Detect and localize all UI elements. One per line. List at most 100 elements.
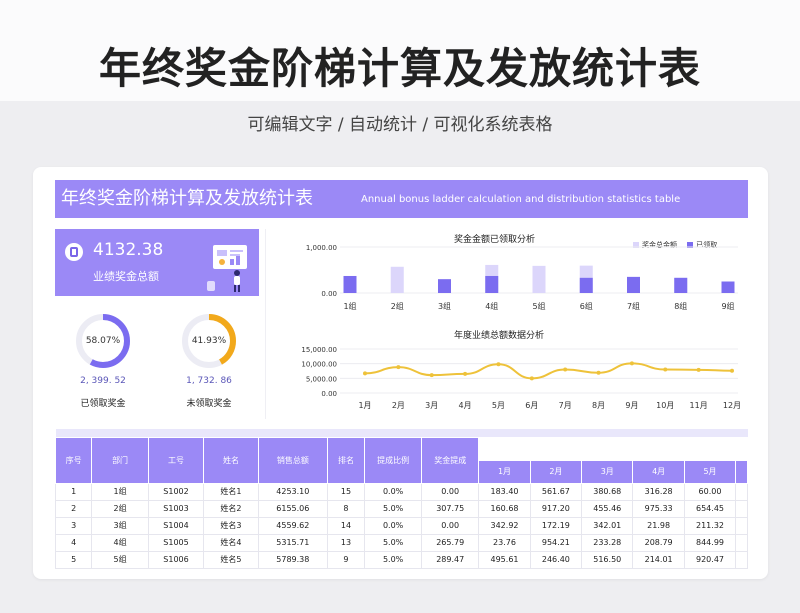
table-cell[interactable]: 6155.06 <box>257 499 328 518</box>
table-header-cell[interactable]: 奖金提成 <box>421 436 480 484</box>
table-cell[interactable]: 265.79 <box>421 533 480 552</box>
table-cell[interactable]: S1002 <box>147 482 205 501</box>
table-cell[interactable]: 172.19 <box>529 516 583 535</box>
line-x-label: 5月 <box>492 401 505 410</box>
table-cell[interactable]: 15 <box>326 482 366 501</box>
table-cell[interactable]: 5.0% <box>364 499 423 518</box>
table-cell[interactable]: 1 <box>55 482 93 501</box>
table-cell[interactable]: 5组 <box>91 550 149 569</box>
table-cell[interactable]: 495.61 <box>478 550 531 569</box>
table-cell[interactable]: 654.45 <box>683 499 737 518</box>
table-cell[interactable]: 246.40 <box>529 550 583 569</box>
table-header-cell[interactable]: 工号 <box>147 436 205 484</box>
table-cell[interactable]: 0.00 <box>421 482 480 501</box>
table-cell[interactable]: 1组 <box>91 482 149 501</box>
table-cell[interactable]: 975.33 <box>632 499 685 518</box>
table-cell[interactable]: 0.0% <box>364 516 423 535</box>
table-cell[interactable]: 姓名3 <box>203 516 259 535</box>
table-cell[interactable]: 60.00 <box>683 482 737 501</box>
table-cell[interactable]: 844.99 <box>683 533 737 552</box>
table-cell[interactable]: 14 <box>326 516 366 535</box>
line-y-tick: 15,000.00 <box>301 346 337 354</box>
table-month-header[interactable]: 5月 <box>683 459 737 484</box>
table-month-header[interactable]: 1月 <box>478 459 531 484</box>
table-cell[interactable]: 917.20 <box>529 499 583 518</box>
bar-x-label: 6组 <box>580 301 593 311</box>
table-cell-overflow <box>735 482 748 501</box>
table-cell[interactable]: 233.28 <box>581 533 634 552</box>
table-cell[interactable]: 5.0% <box>364 550 423 569</box>
table-cell[interactable]: 5 <box>55 550 93 569</box>
line-x-label: 1月 <box>358 401 371 410</box>
table-cell[interactable]: 214.01 <box>632 550 685 569</box>
table-cell[interactable]: 5789.38 <box>257 550 328 569</box>
table-cell[interactable]: S1003 <box>147 499 205 518</box>
bar-claimed <box>438 279 451 293</box>
table-cell[interactable]: S1004 <box>147 516 205 535</box>
table-cell[interactable]: 5315.71 <box>257 533 328 552</box>
table-cell[interactable]: 13 <box>326 533 366 552</box>
table-cell[interactable]: 8 <box>326 499 366 518</box>
table-cell[interactable]: 289.47 <box>421 550 480 569</box>
kpi-label: 业绩奖金总额 <box>93 270 159 283</box>
table-header-cell[interactable]: 销售总额 <box>257 436 328 484</box>
presentation-illustration-icon <box>207 245 247 292</box>
table-cell[interactable]: 208.79 <box>632 533 685 552</box>
table-cell[interactable]: 4253.10 <box>257 482 328 501</box>
table-cell[interactable]: 920.47 <box>683 550 737 569</box>
table-row[interactable]: 5 5组 S1006 姓名5 5789.38 9 5.0% 289.47 495.61 246.4… <box>55 550 748 569</box>
table-cell[interactable]: 211.32 <box>683 516 737 535</box>
table-cell[interactable]: 4组 <box>91 533 149 552</box>
line-point <box>696 367 701 372</box>
table-row[interactable]: 4 4组 S1005 姓名4 5315.71 13 5.0% 265.79 23.76 954.2… <box>55 533 748 552</box>
table-cell[interactable]: 姓名2 <box>203 499 259 518</box>
table-cell[interactable]: 0.00 <box>421 516 480 535</box>
bar-y-tick: 0.00 <box>321 290 337 298</box>
table-cell[interactable]: 183.40 <box>478 482 531 501</box>
unclaimed-ring <box>182 314 236 368</box>
line-x-label: 4月 <box>459 401 472 410</box>
table-row[interactable]: 3 3组 S1004 姓名3 4559.62 14 0.0% 0.00 342.92 172.19… <box>55 516 748 535</box>
table-cell[interactable]: 姓名4 <box>203 533 259 552</box>
table-row[interactable]: 1 1组 S1002 姓名1 4253.10 15 0.0% 0.00 183.40 561.67… <box>55 482 748 501</box>
table-header-cell[interactable]: 序号 <box>55 436 93 484</box>
table-cell[interactable]: 455.46 <box>581 499 634 518</box>
table-cell[interactable]: 160.68 <box>478 499 531 518</box>
table-cell[interactable]: 342.92 <box>478 516 531 535</box>
table-cell[interactable]: S1005 <box>147 533 205 552</box>
table-cell[interactable]: 21.98 <box>632 516 685 535</box>
table-cell[interactable]: 561.67 <box>529 482 583 501</box>
table-month-header[interactable]: 3月 <box>581 459 634 484</box>
table-header-cell[interactable]: 提成比例 <box>364 436 423 484</box>
table-cell[interactable]: 4559.62 <box>257 516 328 535</box>
table-row[interactable]: 2 2组 S1003 姓名2 6155.06 8 5.0% 307.75 160.68 917.2… <box>55 499 748 518</box>
table-header-cell[interactable]: 部门 <box>91 436 149 484</box>
table-cell[interactable]: 4 <box>55 533 93 552</box>
table-cell[interactable]: 342.01 <box>581 516 634 535</box>
table-month-header[interactable]: 2月 <box>529 459 583 484</box>
table-top-band <box>55 429 748 437</box>
table-cell[interactable]: 姓名1 <box>203 482 259 501</box>
table-cell[interactable]: 0.0% <box>364 482 423 501</box>
bar-claimed <box>674 277 688 293</box>
table-cell[interactable]: 316.28 <box>632 482 685 501</box>
table-cell[interactable]: 5.0% <box>364 533 423 552</box>
table-cell[interactable]: 307.75 <box>421 499 480 518</box>
bar-x-label: 5组 <box>532 301 545 311</box>
table-header-cell[interactable]: 姓名 <box>203 436 259 484</box>
table-cell[interactable]: S1006 <box>147 550 205 569</box>
table-cell[interactable]: 23.76 <box>478 533 531 552</box>
table-cell[interactable]: 3 <box>55 516 93 535</box>
table-header-cell[interactable]: 排名 <box>326 436 366 484</box>
table-cell[interactable]: 2 <box>55 499 93 518</box>
table-month-header[interactable]: 4月 <box>632 459 685 484</box>
claimed-ring <box>76 314 130 368</box>
table-cell[interactable]: 380.68 <box>581 482 634 501</box>
table-cell[interactable]: 9 <box>326 550 366 569</box>
table-cell[interactable]: 954.21 <box>529 533 583 552</box>
table-cell[interactable]: 2组 <box>91 499 149 518</box>
table-cell[interactable]: 516.50 <box>581 550 634 569</box>
table-cell[interactable]: 3组 <box>91 516 149 535</box>
table-cell[interactable]: 姓名5 <box>203 550 259 569</box>
page-title: 年终奖金阶梯计算及发放统计表 <box>98 44 701 93</box>
